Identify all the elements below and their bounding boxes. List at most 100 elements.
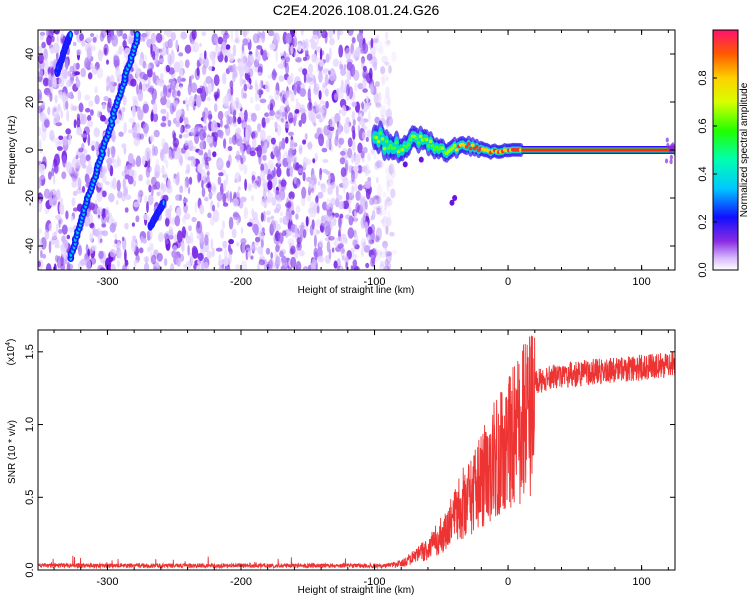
noise-blob: [251, 170, 256, 177]
noise-blob: [215, 45, 221, 56]
noise-blob: [39, 111, 46, 123]
noise-blob: [38, 176, 42, 189]
noise-blob: [139, 71, 146, 80]
noise-blob: [175, 39, 178, 51]
noise-blob: [386, 217, 392, 227]
noise-blob: [87, 72, 93, 80]
noise-blob: [184, 140, 189, 146]
noise-blob: [248, 184, 252, 192]
noise-blob: [368, 235, 372, 249]
noise-blob: [293, 36, 298, 48]
x-tick-label: 100: [632, 276, 650, 288]
noise-blob: [352, 119, 356, 126]
carrier-band-core: [466, 142, 471, 146]
noise-blob: [167, 148, 173, 160]
noise-blob: [191, 216, 197, 223]
noise-blob: [160, 108, 167, 115]
noise-blob: [66, 92, 72, 98]
noise-blob: [138, 174, 143, 182]
noise-blob: [353, 207, 358, 217]
noise-blob: [344, 255, 349, 265]
noise-blob: [84, 57, 89, 68]
noise-blob: [173, 142, 178, 152]
carrier-band-core: [450, 146, 455, 150]
noise-blob: [351, 110, 356, 121]
carrier-line-core: [521, 148, 675, 152]
noise-blob: [298, 120, 303, 127]
noise-blob: [335, 129, 339, 141]
snr-scale-close: ): [6, 339, 17, 342]
noise-blob: [225, 44, 231, 50]
carrier-band-core: [430, 144, 435, 148]
noise-blob: [145, 167, 151, 178]
noise-blob: [133, 99, 137, 106]
noise-blob: [180, 31, 188, 40]
noise-blob: [251, 112, 257, 122]
noise-blob: [49, 129, 55, 141]
noise-blob: [295, 162, 300, 171]
noise-blob: [158, 232, 164, 243]
noise-blob: [76, 159, 82, 169]
noise-blob: [262, 178, 267, 190]
noise-blob: [68, 227, 75, 233]
noise-blob: [360, 247, 364, 258]
noise-blob: [94, 94, 100, 105]
noise-blob: [295, 57, 302, 63]
noise-blob: [208, 65, 213, 71]
noise-blob: [226, 160, 231, 168]
noise-blob: [109, 81, 116, 93]
noise-blob: [172, 245, 178, 252]
noise-blob: [212, 151, 217, 158]
noise-blob: [371, 247, 378, 257]
noise-blob: [114, 233, 118, 240]
noise-blob: [153, 129, 160, 138]
noise-blob: [268, 259, 273, 270]
noise-blob: [243, 206, 248, 220]
noise-blob: [189, 231, 194, 245]
noise-blob: [364, 180, 372, 189]
noise-blob: [252, 182, 257, 189]
noise-blob: [311, 53, 317, 63]
noise-blob: [77, 90, 82, 101]
carrier-band-core: [382, 146, 387, 151]
noise-blob: [118, 250, 122, 260]
noise-blob: [90, 45, 96, 52]
noise-blob: [162, 154, 167, 164]
noise-blob: [268, 116, 275, 121]
noise-blob: [235, 150, 241, 163]
noise-blob: [386, 183, 391, 193]
noise-blob: [150, 243, 154, 251]
noise-blob: [206, 170, 210, 176]
noise-blob: [386, 252, 392, 264]
noise-blob: [96, 190, 103, 202]
noise-blob: [376, 195, 382, 205]
noise-blob: [260, 212, 264, 222]
noise-blob: [243, 109, 248, 123]
noise-blob: [360, 197, 366, 211]
noise-blob: [102, 174, 107, 184]
noise-blob: [362, 131, 366, 141]
noise-blob: [328, 70, 331, 75]
noise-blob: [382, 192, 387, 198]
noise-blob: [384, 258, 389, 267]
noise-blob: [281, 111, 286, 118]
noise-blob: [184, 180, 187, 192]
noise-blob: [274, 121, 278, 129]
carrier-band-core: [434, 145, 439, 149]
noise-blob: [260, 198, 267, 206]
noise-blob: [187, 156, 194, 161]
noise-blob: [302, 56, 307, 62]
noise-blob: [182, 133, 190, 138]
carrier-band-core: [470, 143, 475, 147]
noise-blob: [341, 248, 345, 254]
noise-blob: [72, 207, 79, 212]
noise-blob: [55, 122, 62, 127]
noise-blob: [356, 116, 361, 122]
noise-blob: [283, 50, 287, 58]
noise-blob: [379, 260, 385, 268]
noise-blob: [295, 205, 301, 214]
noise-blob: [236, 65, 242, 72]
noise-blob: [53, 174, 56, 185]
noise-blob: [173, 61, 181, 73]
carrier-band-core: [378, 131, 383, 135]
